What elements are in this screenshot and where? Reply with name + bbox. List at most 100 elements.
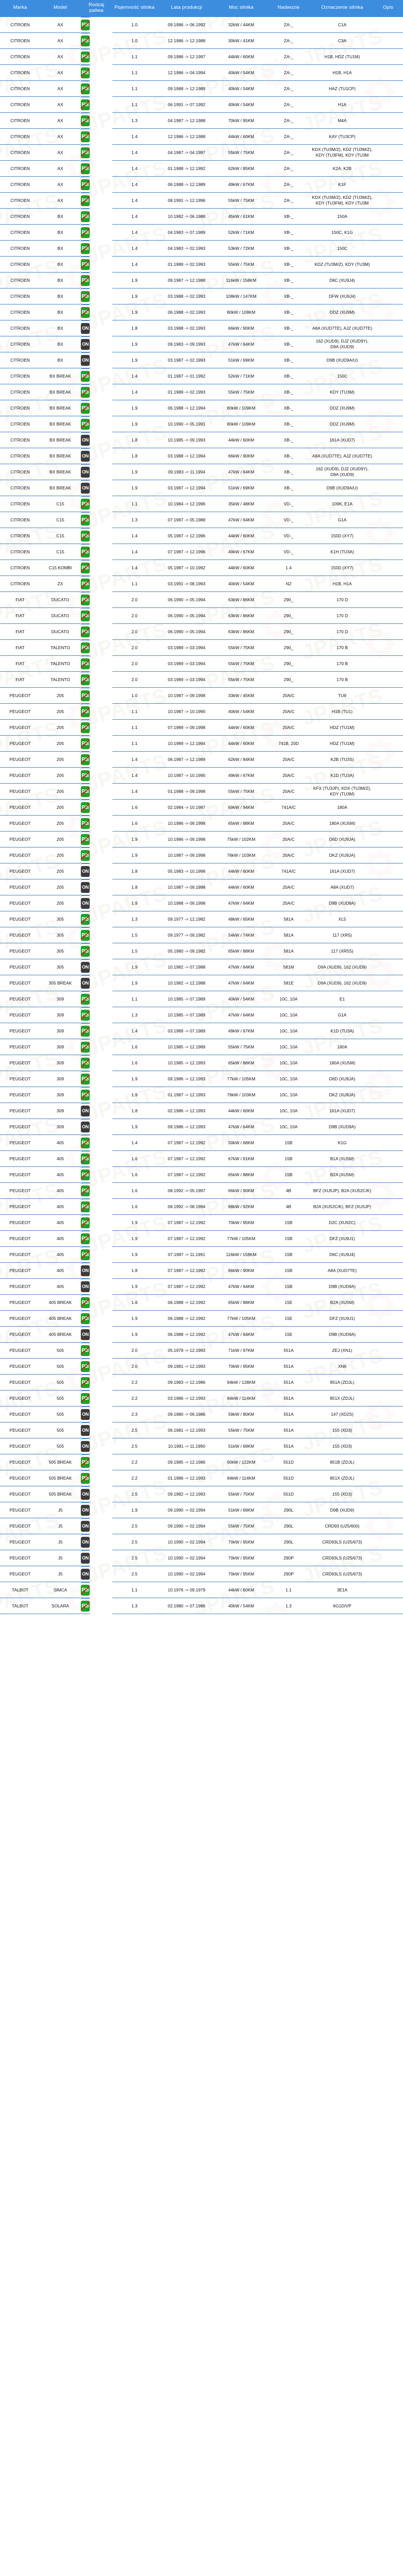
table-row[interactable]: CITROEN BX ON 1.9 09.1983 -> 09.1993 47kW / 6… bbox=[0, 336, 403, 353]
table-row[interactable]: PEUGEOT J5 ON 2.5 09.1990 -> 02.1994 55kW / 7… bbox=[0, 1518, 403, 1535]
table-row[interactable]: PEUGEOT 205 ON 1.8 10.1987 -> 09.1998 44kW / … bbox=[0, 879, 403, 896]
table-row[interactable]: PEUGEOT 305 BREAK ON 1.9 10.1982 -> 12.1988 4… bbox=[0, 975, 403, 992]
column-header-rodzaj-paliwa[interactable]: Rodzaj paliwa bbox=[80, 0, 112, 17]
table-row[interactable]: PEUGEOT 505 BREAK ON 2.5 09.1982 -> 12.1993 5… bbox=[0, 1486, 403, 1503]
table-row[interactable]: CITROEN BX BREAK ON 1.9 09.1983 -> 11.1994 47… bbox=[0, 464, 403, 481]
column-header-moc-silnika[interactable]: Moc silnika bbox=[216, 0, 266, 17]
table-row[interactable]: CITROEN BX ON 1.8 03.1988 -> 02.1993 66kW / 9… bbox=[0, 320, 403, 337]
table-row[interactable]: TALBOTSOLARAPB1.302.1980 -> 07.198640kW … bbox=[0, 1598, 403, 1615]
table-row[interactable]: PEUGEOT J5 ON 2.5 10.1990 -> 02.1994 70kW / 9… bbox=[0, 1566, 403, 1583]
table-row[interactable]: CITROEN BX BREAK ON 1.8 03.1988 -> 12.1994 66… bbox=[0, 448, 403, 465]
table-row[interactable]: CITROEN BX BREAK ON 1.8 10.1985 -> 09.1993 44… bbox=[0, 432, 403, 449]
table-row[interactable]: PEUGEOT 405 BREAK ON 1.9 06.1988 -> 12.1992 4… bbox=[0, 1326, 403, 1343]
column-header-lata-produkcji[interactable]: Lata produkcji bbox=[157, 0, 216, 17]
column-header-model[interactable]: Model bbox=[40, 0, 80, 17]
table-row[interactable]: PEUGEOT J5 ON 1.9 09.1990 -> 02.1994 51kW / 6… bbox=[0, 1502, 403, 1519]
table-row[interactable]: PEUGEOT 405 ON 1.9 07.1987 -> 12.1992 47kW / … bbox=[0, 1278, 403, 1295]
table-row[interactable]: PEUGEOT 309 ON 1.8 02.1986 -> 12.1993 44kW / … bbox=[0, 1103, 403, 1120]
table-row[interactable]: CITROEN BX BREAK ON 1.9 03.1987 -> 12.1994 51… bbox=[0, 480, 403, 497]
table-row[interactable]: PEUGEOT 505 ON 2.5 10.1981 -> 11.1990 51kW / … bbox=[0, 1438, 403, 1455]
table-row[interactable]: PEUGEOT 205 ON 1.8 05.1983 -> 10.1998 44kW / … bbox=[0, 863, 403, 880]
table-row[interactable]: PEUGEOT 505 ON 2.3 09.1980 -> 06.1986 59kW / … bbox=[0, 1406, 403, 1423]
table-row[interactable]: PEUGEOT J5 ON 2.5 10.1990 -> 02.1994 70kW / 9… bbox=[0, 1534, 403, 1551]
column-header-marka[interactable]: Marka bbox=[0, 0, 40, 17]
table-row[interactable]: PEUGEOT J5 ON 2.5 10.1990 -> 02.1994 70kW / 9… bbox=[0, 1550, 403, 1567]
table-row[interactable]: PEUGEOT 505 ON 2.5 06.1981 -> 12.1993 55kW / … bbox=[0, 1422, 403, 1439]
table-row[interactable]: PEUGEOT 205 ON 1.9 10.1988 -> 09.1998 47kW / … bbox=[0, 895, 403, 912]
column-header-oznaczenie-silnika[interactable]: Oznaczenie silnika bbox=[311, 0, 373, 17]
table-row[interactable]: PEUGEOT 305 ON 1.9 10.1982 -> 07.1988 47kW / … bbox=[0, 959, 403, 976]
